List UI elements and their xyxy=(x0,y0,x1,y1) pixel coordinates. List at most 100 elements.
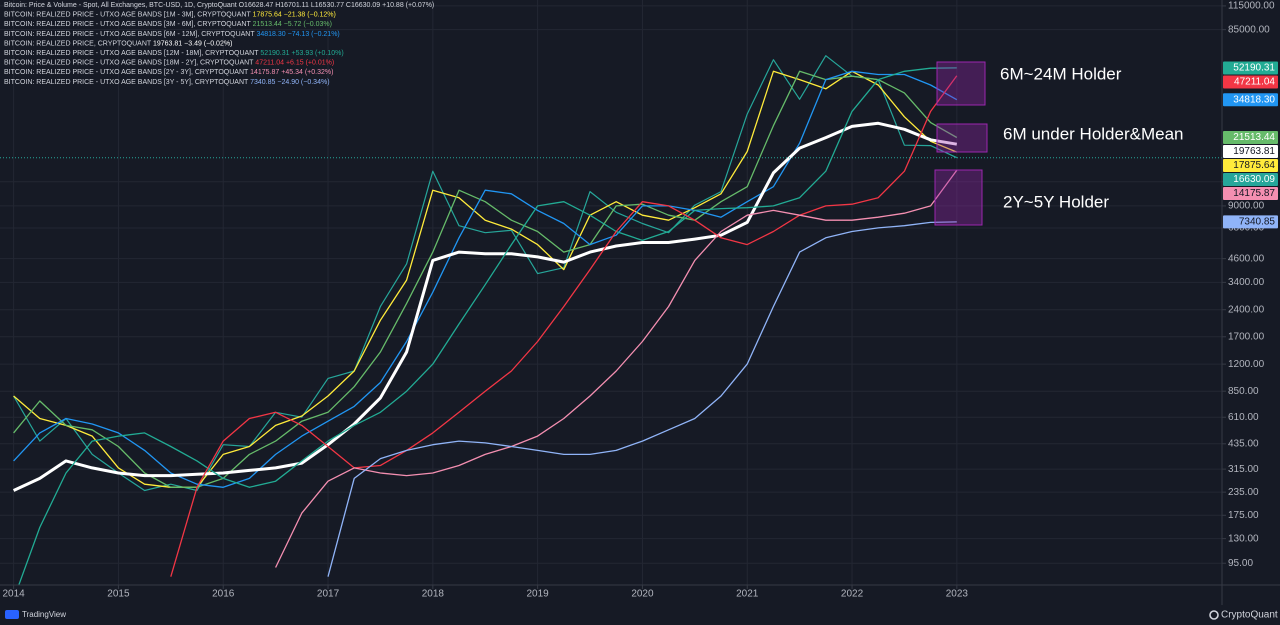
y-tick-label: 115000.00 xyxy=(1228,1,1275,12)
y-tick-label: 435.00 xyxy=(1228,438,1259,449)
x-tick-label: 2019 xyxy=(527,589,550,600)
price-label-bg xyxy=(1223,145,1278,159)
band-line xyxy=(13,70,958,488)
y-tick-label: 235.00 xyxy=(1228,487,1259,498)
x-tick-label: 2018 xyxy=(422,589,445,600)
legend-text: O16628.47 H16701.11 L16530.77 C16630.09 … xyxy=(239,2,435,9)
y-tick-label: 130.00 xyxy=(1228,533,1259,544)
legend-text: BITCOIN: REALIZED PRICE, CRYPTOQUANT xyxy=(4,40,152,47)
price-label-bg xyxy=(1223,93,1278,107)
legend-text: BITCOIN: REALIZED PRICE - UTXO AGE BANDS… xyxy=(4,21,251,28)
price-label-bg xyxy=(1223,75,1278,89)
y-tick-label: 175.00 xyxy=(1228,510,1259,521)
logo xyxy=(1209,610,1219,620)
annotation: 6M under Holder&Mean xyxy=(1003,124,1183,143)
legend-text: −74.13 (−0.21%) xyxy=(288,31,340,38)
price-label: 16630.09 xyxy=(1233,174,1275,185)
logo xyxy=(5,610,19,619)
legend-entry: BITCOIN: REALIZED PRICE, CRYPTOQUANT 197… xyxy=(4,40,232,47)
footer: TradingView CryptoQuant xyxy=(5,610,1278,621)
annotation: 6M~24M Holder xyxy=(1000,64,1122,83)
legend-text: 7340.85 xyxy=(250,79,275,86)
price-label-bg xyxy=(1223,159,1278,173)
price-labels: 16630.09 17875.64 21513.44 34818.30 19763.81… xyxy=(1223,61,1278,229)
legend-text: +6.15 (+0.01%) xyxy=(286,59,334,66)
annotation-box xyxy=(934,169,983,226)
legend-entry: BITCOIN: REALIZED PRICE - UTXO AGE BANDS… xyxy=(4,50,344,57)
price-label: 14175.87 xyxy=(1233,188,1275,199)
legend-text: 34818.30 xyxy=(256,31,285,38)
annotation-box xyxy=(936,61,986,106)
legend-text: +53.93 (+0.10%) xyxy=(292,50,344,57)
x-tick-label: 2015 xyxy=(107,589,130,600)
legend-text: 47211.04 xyxy=(255,59,284,66)
price-label-bg xyxy=(1223,215,1278,229)
price-label: 17875.64 xyxy=(1233,160,1275,171)
legend-entry: BITCOIN: REALIZED PRICE - UTXO AGE BANDS… xyxy=(4,31,340,38)
legend-text: 19763.81 xyxy=(153,40,182,47)
x-tick-label: 2022 xyxy=(841,589,864,600)
price-label: 47211.04 xyxy=(1234,77,1275,88)
band-line xyxy=(12,121,958,492)
band-line xyxy=(327,221,957,577)
legend-text: 21513.44 xyxy=(253,21,282,28)
x-tick-label: 2017 xyxy=(317,589,340,600)
price-label-bg xyxy=(1223,173,1278,187)
y-tick-label: 2400.00 xyxy=(1228,304,1265,315)
legend-entry: BITCOIN: REALIZED PRICE - UTXO AGE BANDS… xyxy=(4,59,334,66)
x-tick-label: 2016 xyxy=(212,589,235,600)
legend-entry: BITCOIN: REALIZED PRICE - UTXO AGE BANDS… xyxy=(4,11,336,18)
price-line xyxy=(13,55,958,492)
y-tick-label: 95.00 xyxy=(1228,558,1253,569)
legend-text: 52190.31 xyxy=(260,50,289,57)
legend-text: BITCOIN: REALIZED PRICE - UTXO AGE BANDS… xyxy=(4,50,259,57)
price-label-bg xyxy=(1223,61,1278,75)
price-label: 34818.30 xyxy=(1233,94,1275,105)
y-tick-label: 85000.00 xyxy=(1228,24,1270,35)
band-line xyxy=(275,169,958,568)
plot xyxy=(0,55,1222,585)
band-line xyxy=(18,67,957,585)
y-tick-label: 315.00 xyxy=(1228,464,1259,475)
legend-text: 14175.87 xyxy=(250,69,279,76)
legend: Bitcoin: Price & Volume - Spot, All Exch… xyxy=(4,2,434,86)
grid xyxy=(0,0,1222,585)
annotation-box xyxy=(936,123,988,153)
legend-text: −21.38 (−0.12%) xyxy=(284,11,336,18)
legend-entry: Bitcoin: Price & Volume - Spot, All Exch… xyxy=(4,2,434,9)
annotations: 6M~24M Holder 6M under Holder&Mean 2Y~5Y… xyxy=(934,61,1183,226)
y-tick-label: 1200.00 xyxy=(1228,359,1265,370)
legend-text: −24.90 (−0.34%) xyxy=(277,79,329,86)
x-tick-label: 2014 xyxy=(2,589,25,600)
legend-text: BITCOIN: REALIZED PRICE - UTXO AGE BANDS… xyxy=(4,79,249,86)
y-tick-label: 850.00 xyxy=(1228,386,1259,397)
price-label-bg xyxy=(1223,131,1278,145)
y-tick-label: 3400.00 xyxy=(1228,277,1265,288)
price-label: 21513.44 xyxy=(1233,132,1275,143)
price-label-bg xyxy=(1223,187,1278,201)
x-tick-label: 2021 xyxy=(736,589,759,600)
legend-entry: BITCOIN: REALIZED PRICE - UTXO AGE BANDS… xyxy=(4,21,332,28)
y-tick-label: 1700.00 xyxy=(1228,331,1265,342)
y-tick-label: 4600.00 xyxy=(1228,253,1265,264)
x-tick-label: 2023 xyxy=(946,589,969,600)
price-label: 19763.81 xyxy=(1233,146,1275,157)
price-label: 52190.31 xyxy=(1233,63,1275,74)
legend-entry: BITCOIN: REALIZED PRICE - UTXO AGE BANDS… xyxy=(4,79,330,86)
legend-text: 17875.64 xyxy=(253,11,282,18)
legend-text: BITCOIN: REALIZED PRICE - UTXO AGE BANDS… xyxy=(4,31,255,38)
legend-text: +45.34 (+0.32%) xyxy=(281,69,333,76)
legend-text: −5.72 (−0.03%) xyxy=(284,21,332,28)
y-tick-label: 610.00 xyxy=(1228,412,1259,423)
legend-text: BITCOIN: REALIZED PRICE - UTXO AGE BANDS… xyxy=(4,69,249,76)
legend-text: −3.49 (−0.02%) xyxy=(184,40,232,47)
axes: 115000.0085000.0012250.009000.006800.004… xyxy=(2,1,1274,600)
price-label: 7340.85 xyxy=(1239,217,1276,228)
legend-entry: BITCOIN: REALIZED PRICE - UTXO AGE BANDS… xyxy=(4,69,333,76)
x-tick-label: 2020 xyxy=(631,589,654,600)
band-line xyxy=(170,75,958,577)
legend-text: Bitcoin: Price & Volume - Spot, All Exch… xyxy=(4,2,237,9)
